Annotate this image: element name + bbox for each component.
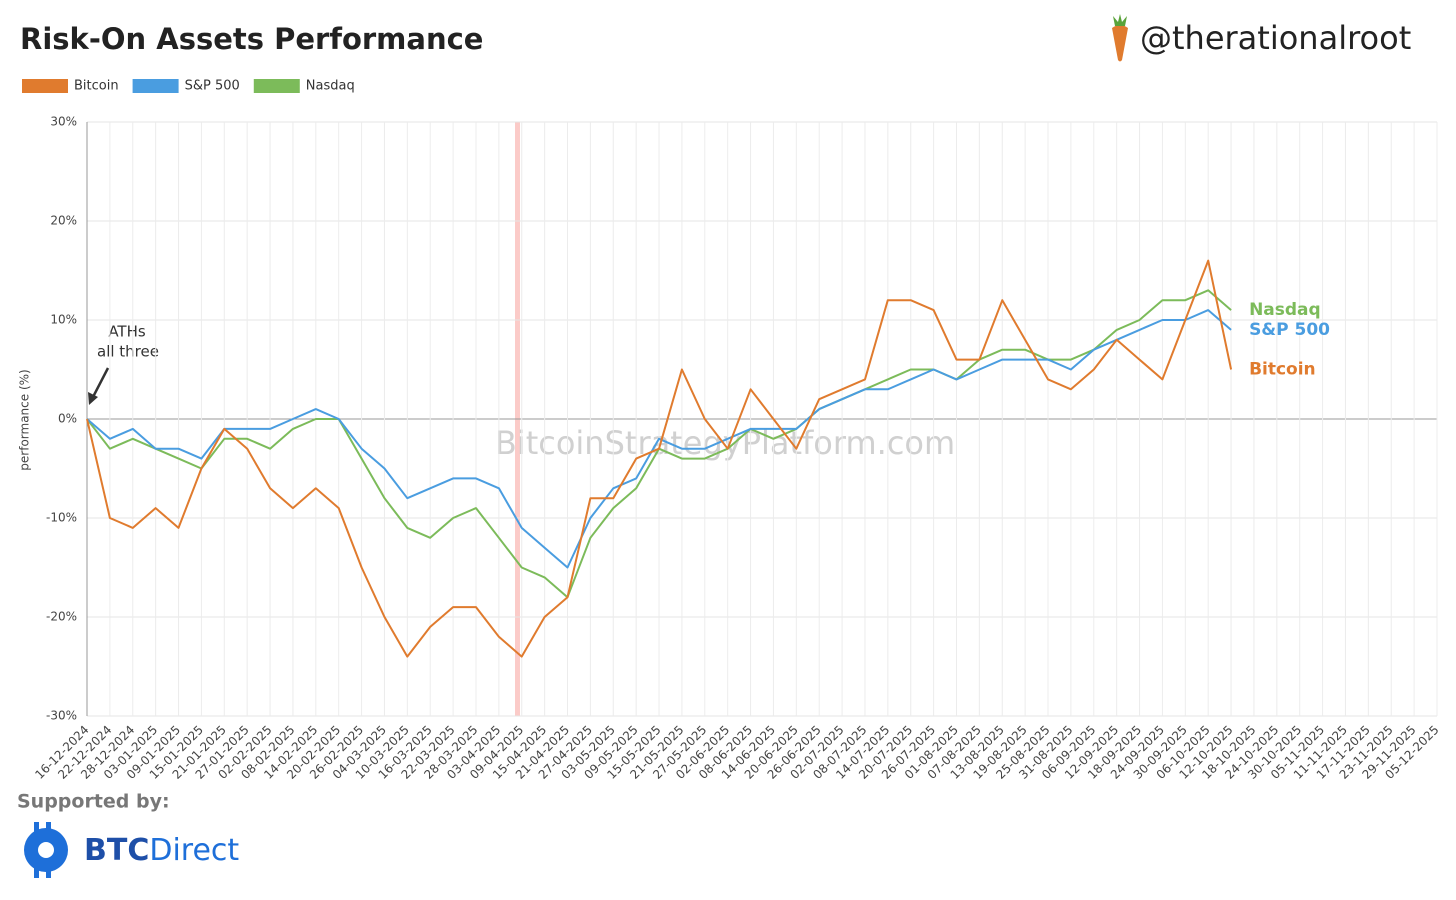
legend-swatch [253,79,300,93]
chart-title: Risk-On Assets Performance [20,22,483,56]
sponsor-name-part: BTC [84,833,149,868]
legend-label: Bitcoin [74,79,119,94]
series-end-label: Bitcoin [1249,360,1316,380]
y-tick-label: -10% [46,511,77,525]
annotation-arrow [88,367,110,405]
y-tick-label: 0% [58,412,77,426]
y-axis-label: performance (%) [18,369,32,470]
legend-swatch [132,79,179,93]
handle: @therationalroot [1140,19,1411,57]
legend-swatch [22,79,68,93]
grid [86,121,1438,717]
series-end-label: S&P 500 [1249,320,1330,340]
y-tick-label: -30% [46,709,77,723]
series-line [86,309,1232,569]
legend-label: S&P 500 [185,79,240,94]
y-tick-label: 20% [50,214,77,228]
sponsor-label: Supported by: [17,791,170,813]
y-tick-label: 30% [50,115,77,129]
y-tick-label: -20% [46,610,77,624]
watermark: BitcoinStrategyPlatform.com [495,424,955,462]
sponsor-name: BTCDirect [84,833,239,868]
y-tick-label: 10% [50,313,77,327]
sponsor-name-part: Direct [149,833,239,868]
legend-label: Nasdaq [306,79,355,94]
sponsor-logo [24,822,68,878]
carrot-icon [1112,14,1128,62]
series-line [86,259,1233,658]
series-end-label: Nasdaq [1249,300,1321,320]
annotation: all three [97,343,159,361]
annotation: ATHs [108,323,146,341]
